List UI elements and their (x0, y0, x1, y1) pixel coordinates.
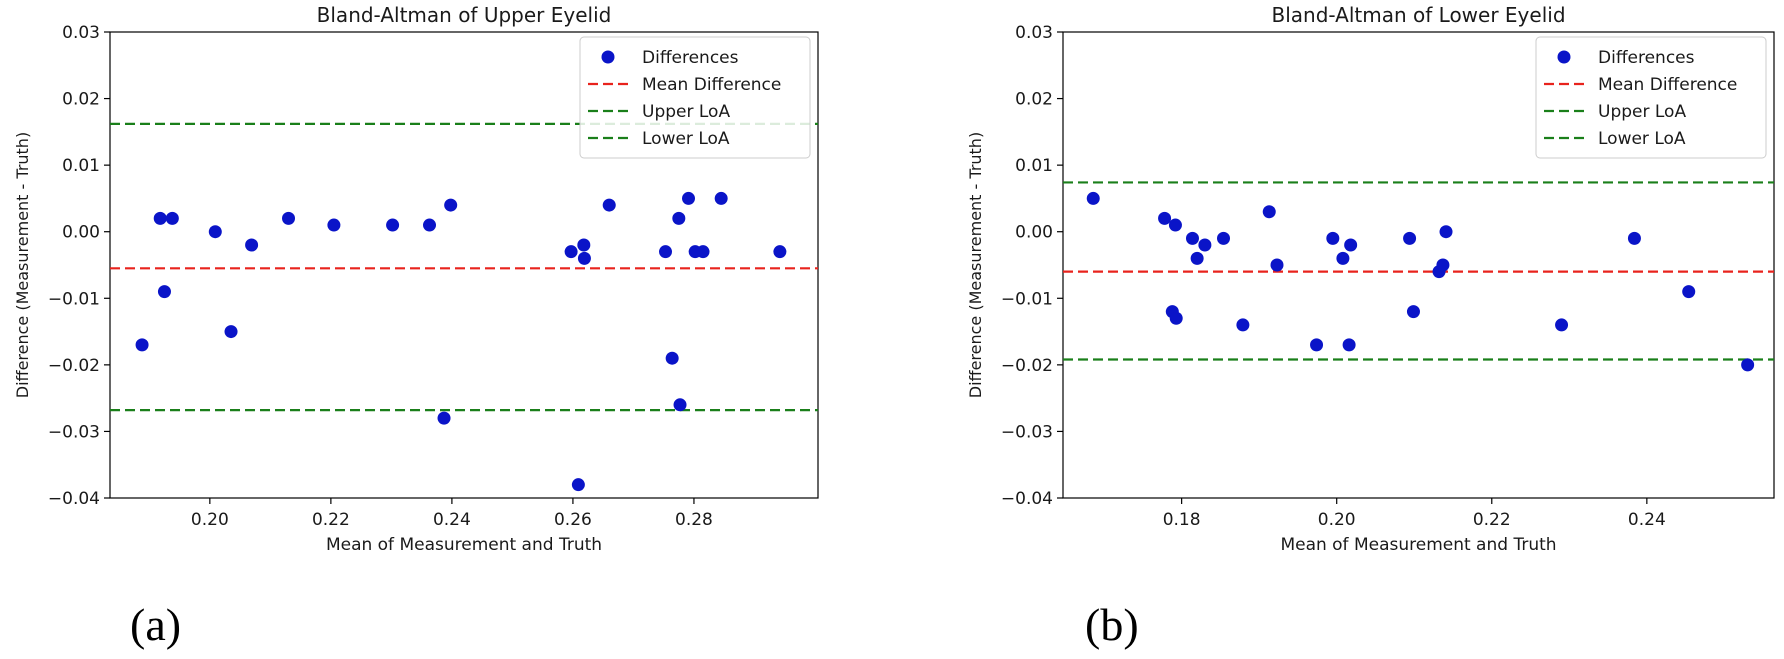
chart-lower-x-tick-label: 0.20 (1318, 510, 1356, 530)
chart-lower-data-point (1436, 258, 1450, 272)
chart-lower-y-tick-label: −0.02 (1001, 356, 1053, 376)
chart-lower-x-tick-label: 0.18 (1163, 510, 1201, 530)
chart-lower-data-point (1406, 305, 1420, 319)
chart-lower-data-point (1310, 338, 1324, 352)
chart-lower-plot-frame (1062, 31, 1775, 499)
chart-lower-data-point (1185, 231, 1199, 245)
chart-lower-data-point (1326, 231, 1340, 245)
chart-lower-legend-differences-marker (1557, 50, 1571, 64)
chart-upper-x-tick-label: 0.20 (191, 510, 229, 530)
chart-upper-data-point (682, 191, 696, 205)
chart-upper-title: Bland-Altman of Upper Eyelid (317, 3, 612, 27)
chart-upper-data-point (327, 218, 341, 232)
chart-lower-legend-differences-label: Differences (1598, 48, 1695, 68)
chart-upper-data-point (386, 218, 400, 232)
chart-upper-legend-differences-label: Differences (642, 48, 739, 68)
chart-upper-data-point (437, 411, 451, 425)
chart-lower-y-tick-label: 0.02 (1015, 90, 1053, 110)
chart-lower-data-point (1158, 211, 1172, 225)
chart-upper-y-tick-label: 0.02 (62, 90, 100, 110)
chart-lower-y-tick-label: −0.01 (1001, 289, 1053, 309)
chart-lower-data-point (1741, 358, 1755, 372)
chart-upper-x-tick-label: 0.24 (433, 510, 471, 530)
chart-upper-data-point (577, 251, 591, 265)
chart-lower-data-point (1555, 318, 1569, 332)
chart-upper-data-point (571, 478, 585, 492)
chart-lower-data-point (1262, 205, 1276, 219)
chart-upper-data-point (165, 211, 179, 225)
chart-upper-data-point (665, 351, 679, 365)
chart-upper-data-point (673, 398, 687, 412)
chart-upper-y-tick-label: −0.01 (48, 289, 100, 309)
chart-lower-data-point (1236, 318, 1250, 332)
chart-upper-data-point (577, 238, 591, 252)
chart-upper-data-point (157, 285, 171, 299)
chart-lower-y-tick-label: 0.00 (1015, 223, 1053, 243)
chart-upper-data-point (672, 211, 686, 225)
chart-lower-legend-lower-loa-label: Lower LoA (1598, 129, 1686, 149)
chart-upper-x-tick-label: 0.22 (312, 510, 350, 530)
chart-lower-data-point (1216, 231, 1230, 245)
chart-upper-plot-frame (109, 31, 819, 499)
chart-lower-data-point (1198, 238, 1212, 252)
chart-upper-data-point (696, 245, 710, 259)
chart-lower-data-point (1342, 338, 1356, 352)
chart-lower-title: Bland-Altman of Lower Eyelid (1271, 3, 1565, 27)
chart-upper-data-point (208, 225, 222, 239)
chart-lower-data-point (1336, 251, 1350, 265)
chart-lower-data-point (1403, 231, 1417, 245)
chart-lower-data-point (1344, 238, 1358, 252)
chart-upper-data-point (282, 211, 296, 225)
chart-lower-x-tick-label: 0.24 (1628, 510, 1666, 530)
chart-upper-data-point (714, 191, 728, 205)
chart-upper-legend-lower-loa-label: Lower LoA (642, 129, 730, 149)
chart-lower-data-point (1627, 231, 1641, 245)
panel-label-a: (a) (130, 599, 182, 650)
chart-upper-data-point (659, 245, 673, 259)
chart-lower-data-point (1169, 311, 1183, 325)
chart-lower-y-tick-label: −0.03 (1001, 422, 1053, 442)
chart-lower-legend-box (1535, 36, 1767, 159)
chart-lower-legend-mean-difference-label: Mean Difference (1598, 75, 1737, 95)
chart-upper-data-point (602, 198, 616, 212)
chart-upper-x-tick-label: 0.26 (554, 510, 592, 530)
chart-upper-legend-upper-loa-label: Upper LoA (642, 102, 730, 122)
chart-upper-y-tick-label: −0.02 (48, 356, 100, 376)
chart-upper-data-point (423, 218, 437, 232)
chart-upper-data-point (444, 198, 458, 212)
chart-lower-y-tick-label: 0.01 (1015, 156, 1053, 176)
chart-lower-x-tick-label: 0.22 (1473, 510, 1511, 530)
chart-lower-data-point (1086, 191, 1100, 205)
chart-upper-y-axis-label: Difference (Measurement - Truth) (13, 132, 32, 398)
chart-upper-legend-differences-marker (601, 50, 615, 64)
chart-upper-legend-box (579, 36, 811, 159)
chart-upper-y-tick-label: 0.03 (62, 23, 100, 43)
chart-upper-x-axis-label: Mean of Measurement and Truth (326, 535, 602, 555)
chart-upper-y-tick-label: 0.01 (62, 156, 100, 176)
chart-lower-data-point (1168, 218, 1182, 232)
chart-upper-y-tick-label: −0.03 (48, 422, 100, 442)
chart-upper-data-point (135, 338, 149, 352)
chart-lower-data-point (1682, 285, 1696, 299)
chart-lower-legend-upper-loa-label: Upper LoA (1598, 102, 1686, 122)
chart-upper-y-tick-label: −0.04 (48, 489, 100, 509)
chart-upper-legend-mean-difference-label: Mean Difference (642, 75, 781, 95)
chart-lower-y-tick-label: 0.03 (1015, 23, 1053, 43)
chart-lower-x-axis-label: Mean of Measurement and Truth (1280, 535, 1556, 555)
chart-upper-data-point (245, 238, 259, 252)
chart-upper-y-tick-label: 0.00 (62, 223, 100, 243)
chart-lower-data-point (1190, 251, 1204, 265)
chart-lower-y-axis-label: Difference (Measurement - Truth) (966, 132, 985, 398)
chart-upper-data-point (564, 245, 578, 259)
chart-lower-y-tick-label: −0.04 (1001, 489, 1053, 509)
chart-lower-data-point (1270, 258, 1284, 272)
chart-upper-data-point (224, 325, 238, 339)
panel-label-b: (b) (1085, 599, 1139, 650)
chart-upper-data-point (153, 211, 167, 225)
chart-lower-data-point (1439, 225, 1453, 239)
chart-upper-data-point (773, 245, 787, 259)
chart-upper-x-tick-label: 0.28 (675, 510, 713, 530)
